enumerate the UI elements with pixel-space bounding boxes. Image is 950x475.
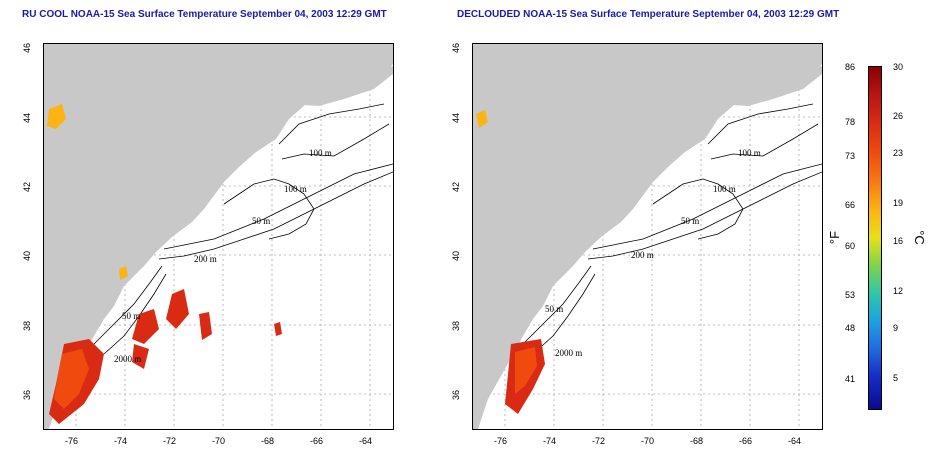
map-raw-graphics: 100 m 100 m 50 m 200 m 50 m 2000 m: [44, 44, 393, 429]
lat-tick: 40: [451, 250, 462, 262]
colorbar-fahrenheit-label: 53: [845, 290, 856, 300]
contour-100m-a: [278, 103, 390, 160]
lat-tick: 36: [22, 389, 33, 401]
map-title-left: RU COOL NOAA-15 Sea Surface Temperature …: [22, 9, 387, 20]
contour-label: 100 m: [284, 184, 307, 194]
map-title-right: DECLOUDED NOAA-15 Sea Surface Temperatur…: [457, 9, 840, 20]
lon-tick: -76: [494, 436, 508, 446]
nova-scotia-landmass: [289, 66, 393, 106]
sst-colorbar: [868, 66, 882, 410]
contour-label: 200 m: [631, 250, 654, 260]
lon-tick: -68: [261, 436, 275, 446]
colorbar-celsius-label: 23: [893, 148, 904, 158]
colorbar-fahrenheit-label: 73: [845, 151, 856, 161]
contour-label: 200 m: [194, 254, 217, 264]
contour-50m-a: [652, 178, 744, 240]
lat-tick: 38: [451, 320, 462, 332]
lon-tick: -72: [163, 436, 177, 446]
sst-map-declouded[interactable]: 100 m 100 m 50 m 200 m 50 m 2000 m: [472, 43, 823, 430]
contour-2000m: [158, 171, 393, 260]
lat-tick: 44: [451, 112, 462, 124]
lon-tick: -64: [359, 436, 373, 446]
lat-tick: 42: [451, 181, 462, 193]
colorbar-fahrenheit-label: 41: [845, 374, 856, 384]
lon-tick: -64: [788, 436, 802, 446]
contour-label: 100 m: [713, 184, 736, 194]
contour-label: 50 m: [681, 216, 699, 226]
sst-map-raw[interactable]: 100 m 100 m 50 m 200 m 50 m 2000 m: [43, 43, 394, 430]
land-mass: [44, 44, 393, 429]
colorbar-fahrenheit-label: 48: [845, 323, 856, 333]
contour-shelf: [93, 265, 163, 345]
lat-tick: 36: [451, 389, 462, 401]
colorbar-fahrenheit-label: 66: [845, 200, 856, 210]
contour-label: 100 m: [738, 148, 761, 158]
contour-2000m: [587, 171, 822, 260]
lon-tick: -70: [212, 436, 226, 446]
contour-100m-a: [707, 103, 819, 160]
sst-pixels-yellow: [476, 110, 488, 128]
contour-200m: [592, 163, 822, 250]
colorbar-celsius-label: 30: [893, 62, 904, 72]
lon-tick: -66: [310, 436, 324, 446]
lat-tick: 44: [22, 112, 33, 124]
sst-pixels-hot: [54, 349, 89, 409]
lon-tick: -72: [592, 436, 606, 446]
contour-label: 2000 m: [555, 348, 582, 358]
lon-tick: -70: [641, 436, 655, 446]
contour-shelf-outer: [532, 273, 596, 355]
map-declouded-graphics: 100 m 100 m 50 m 200 m 50 m 2000 m: [473, 44, 822, 429]
lat-tick: 42: [22, 181, 33, 193]
lon-tick: -66: [739, 436, 753, 446]
colorbar-fahrenheit-label: 78: [845, 117, 856, 127]
contour-label: 50 m: [122, 311, 140, 321]
contour-label: 2000 m: [114, 354, 141, 364]
lon-tick: -74: [543, 436, 557, 446]
contour-50m-a: [223, 178, 315, 240]
lat-tick: 46: [22, 42, 33, 54]
lat-tick: 40: [22, 250, 33, 262]
lon-tick: -76: [65, 436, 79, 446]
nova-scotia-landmass: [718, 66, 822, 106]
contour-label: 50 m: [252, 216, 270, 226]
colorbar-celsius-label: 16: [893, 236, 904, 246]
sst-pixels-yellow: [47, 104, 128, 280]
colorbar-celsius-label: 19: [893, 198, 904, 208]
lat-tick: 38: [22, 320, 33, 332]
colorbar-fahrenheit-label: 86: [845, 62, 856, 72]
contour-200m: [163, 163, 393, 250]
lon-tick: -68: [690, 436, 704, 446]
colorbar-fahrenheit-label: 60: [845, 241, 856, 251]
unit-fahrenheit: °F: [827, 230, 843, 245]
unit-celsius: °C: [911, 230, 927, 245]
colorbar-celsius-label: 9: [893, 323, 899, 333]
lon-tick: -74: [114, 436, 128, 446]
sst-pixels-hot: [515, 347, 537, 394]
contour-shelf: [522, 265, 592, 345]
colorbar-celsius-label: 12: [893, 286, 904, 296]
colorbar-celsius-label: 5: [893, 373, 899, 383]
land-mass: [473, 44, 822, 429]
contour-label: 100 m: [309, 148, 332, 158]
lat-tick: 46: [451, 42, 462, 54]
colorbar-celsius-label: 26: [893, 111, 904, 121]
contour-label: 50 m: [545, 304, 563, 314]
